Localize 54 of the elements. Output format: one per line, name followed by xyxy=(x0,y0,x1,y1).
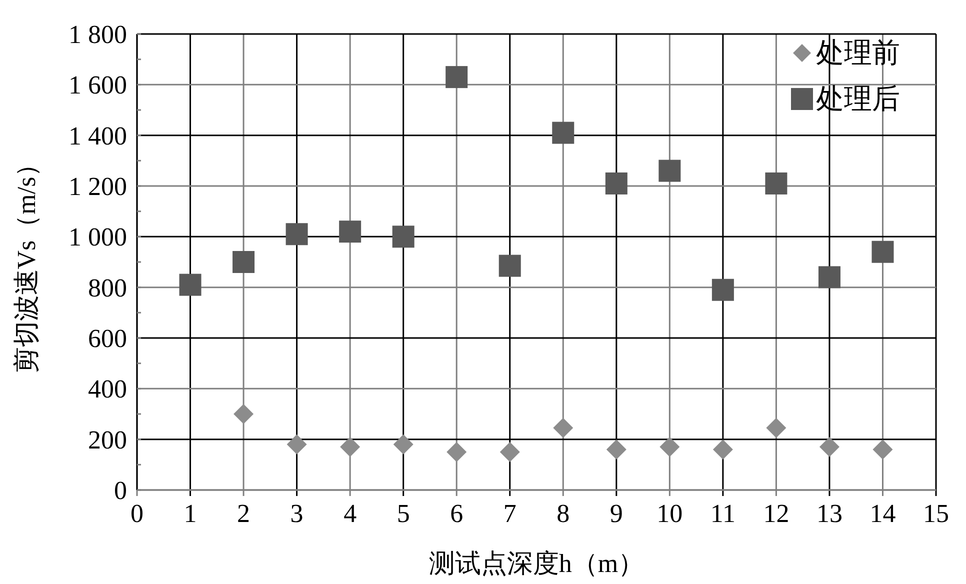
point xyxy=(446,66,468,88)
x-tick-label: 5 xyxy=(396,499,410,528)
point xyxy=(765,172,788,194)
point xyxy=(232,251,255,273)
x-tick-label: 9 xyxy=(610,499,623,528)
point xyxy=(179,274,202,296)
point xyxy=(552,122,574,144)
y-tick-label: 0 xyxy=(114,476,127,505)
x-tick-label: 1 xyxy=(184,499,197,528)
x-tick-label: 7 xyxy=(503,499,516,528)
point xyxy=(392,226,414,248)
point xyxy=(658,160,681,182)
x-tick-label: 8 xyxy=(556,499,570,528)
point xyxy=(500,442,520,462)
point xyxy=(286,434,307,454)
point xyxy=(766,418,786,438)
point xyxy=(872,439,893,460)
point xyxy=(819,436,840,457)
point xyxy=(340,436,360,457)
point xyxy=(498,254,521,277)
y-tick-label: 200 xyxy=(88,425,127,454)
point xyxy=(605,172,628,194)
x-tick-label: 4 xyxy=(344,499,357,528)
x-tick-label: 13 xyxy=(816,499,842,528)
x-axis-title: 测试点深度h（m） xyxy=(428,549,644,578)
point xyxy=(234,404,254,424)
point xyxy=(712,278,734,301)
x-tick-label: 6 xyxy=(450,499,464,528)
x-tick-label: 15 xyxy=(923,499,949,528)
x-tick-label: 11 xyxy=(710,499,736,528)
point xyxy=(606,439,626,460)
y-tick-label: 1 200 xyxy=(68,172,127,201)
x-tick-label: 12 xyxy=(763,499,790,528)
x-tick-label: 2 xyxy=(237,499,250,528)
y-tick-label: 1 600 xyxy=(68,70,127,100)
point xyxy=(286,223,308,246)
point xyxy=(712,439,733,460)
point xyxy=(553,418,574,438)
y-tick-label: 1 400 xyxy=(68,121,127,150)
y-axis-title: 剪切波速Vs（m/s） xyxy=(12,150,41,374)
x-tick-label: 14 xyxy=(870,499,896,528)
point xyxy=(660,436,680,457)
y-tick-label: 600 xyxy=(88,324,127,353)
x-tick-label: 10 xyxy=(656,499,683,528)
y-tick-label: 1 800 xyxy=(68,20,127,49)
point xyxy=(339,220,362,243)
y-tick-label: 1 000 xyxy=(68,222,127,252)
point xyxy=(446,442,467,462)
y-tick-label: 800 xyxy=(88,273,127,302)
point xyxy=(818,266,840,288)
x-tick-label: 3 xyxy=(290,499,304,528)
point xyxy=(393,434,414,454)
point xyxy=(872,240,894,263)
y-tick-label: 400 xyxy=(88,374,127,404)
